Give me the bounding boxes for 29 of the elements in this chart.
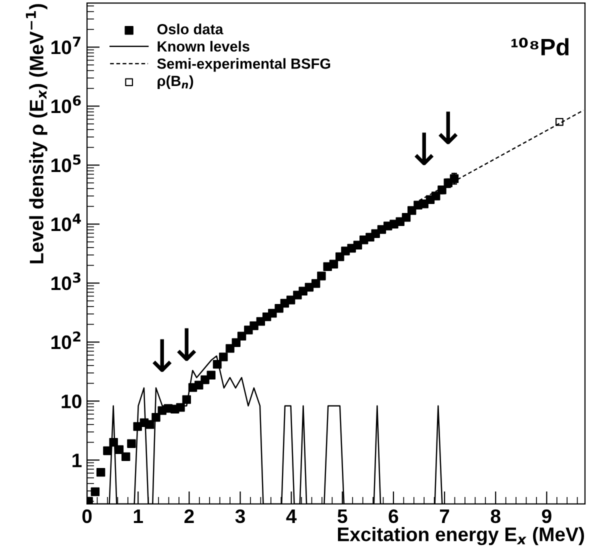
x-tick-label: 1 — [134, 510, 143, 523]
y-tick-label: 10$^{6}$ — [52, 95, 81, 114]
x-tick-label: 8 — [490, 509, 500, 524]
y-tick-label: 10$^{3}$ — [52, 272, 80, 290]
x-tick-label: 4 — [286, 510, 297, 523]
x-tick-label: 9 — [542, 509, 552, 524]
x-tick-label: 3 — [235, 509, 245, 524]
y-tick-label: 10$^{2}$ — [52, 331, 80, 350]
y-tick-label: 1 — [72, 454, 82, 468]
legend-label: Known levels — [158, 40, 250, 52]
legend-label: Oslo data — [157, 24, 224, 34]
annotation: ↓ — [414, 132, 434, 166]
x-tick-label: 2 — [184, 509, 194, 523]
annotation: ↓ — [152, 339, 172, 372]
x-tick-label: 6 — [388, 509, 398, 524]
y-tick-label: 10$^{4}$ — [52, 214, 81, 232]
annotation: ↓ — [177, 328, 196, 361]
annotation: ↓ — [438, 112, 458, 144]
x-tick-label: 5 — [338, 510, 348, 524]
x-axis-title: Excitation energy E$_{x}$ (MeV) — [338, 526, 584, 546]
x-tick-label: 0 — [82, 509, 92, 524]
y-tick-label: 10$^{5}$ — [52, 154, 81, 172]
x-tick-label: 7 — [440, 510, 450, 523]
legend-label: ρ(B$_{n}$) — [158, 75, 194, 89]
annotation: ¹⁰⁸Pd — [511, 38, 568, 56]
y-axis-title: Level density ρ (E$_{x}$) (MeV$^{−1}$) — [26, 4, 48, 264]
y-tick-label: 10$^{7}$ — [52, 36, 80, 54]
y-tick-label: 10 — [62, 394, 82, 408]
legend-label: Semi-experimental BSFG — [157, 58, 330, 72]
